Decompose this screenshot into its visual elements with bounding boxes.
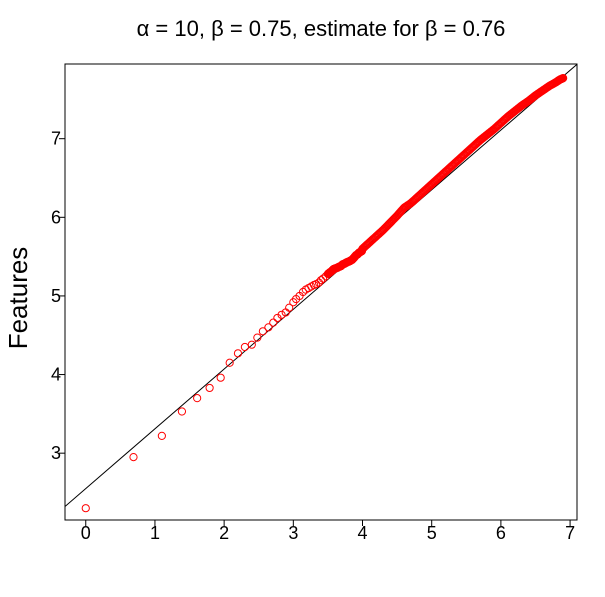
data-point	[177, 407, 187, 416]
x-tick-label: 6	[496, 523, 506, 543]
chart-title: α = 10, β = 0.75, estimate for β = 0.76	[137, 16, 506, 41]
data-point	[318, 274, 328, 283]
data-point	[157, 431, 166, 440]
y-tick-label: 3	[51, 443, 61, 463]
data-point	[247, 340, 256, 349]
data-point	[193, 394, 202, 403]
data-point	[225, 358, 234, 367]
x-tick-label: 3	[288, 523, 298, 543]
x-tick-label: 7	[565, 523, 575, 543]
x-tick-label: 1	[150, 523, 160, 543]
data-point	[316, 276, 326, 285]
data-point	[129, 453, 138, 462]
data-point	[264, 323, 273, 332]
data-point	[285, 303, 294, 312]
data-point	[559, 74, 568, 83]
plot-frame	[64, 63, 578, 521]
data-point	[240, 342, 249, 352]
y-tick-label: 6	[51, 207, 61, 227]
y-tick-label: 5	[51, 286, 61, 306]
x-tick-label: 2	[219, 523, 229, 543]
y-tick-label: 4	[51, 365, 61, 385]
data-point	[233, 349, 243, 358]
data-point	[298, 287, 308, 297]
x-tick-label: 4	[358, 523, 368, 543]
data-point	[216, 373, 225, 382]
data-point	[258, 327, 267, 336]
x-tick-label: 0	[81, 523, 91, 543]
data-point	[277, 310, 286, 319]
y-tick-label: 7	[51, 129, 61, 149]
data-point	[81, 504, 90, 513]
data-point	[253, 333, 262, 342]
y-axis-label: Features	[3, 247, 33, 350]
x-tick-label: 5	[427, 523, 437, 543]
data-point	[269, 318, 278, 327]
data-point	[205, 383, 214, 393]
